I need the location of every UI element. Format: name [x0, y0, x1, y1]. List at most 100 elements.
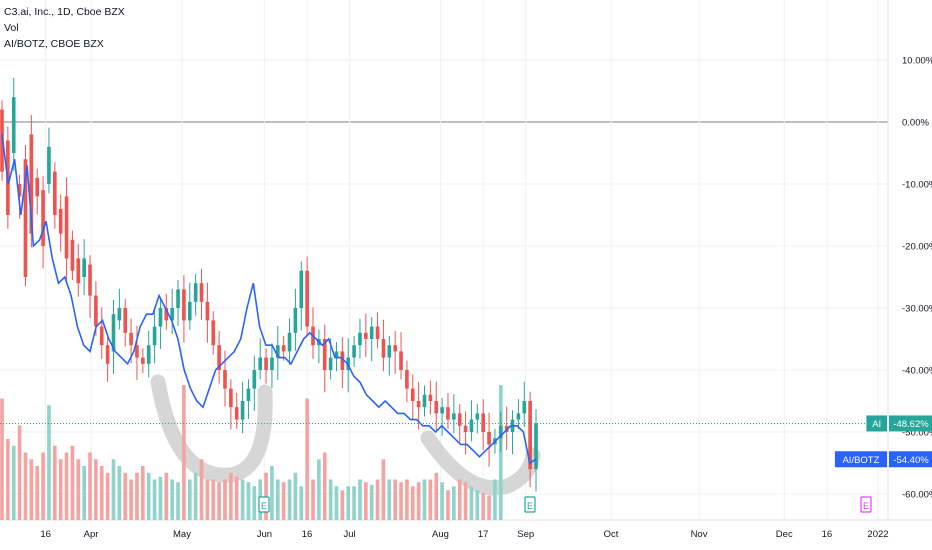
y-tick-label: -20.00% — [902, 242, 932, 253]
candle-body — [94, 295, 98, 327]
volume-bar — [293, 472, 298, 520]
candle-body — [463, 425, 468, 432]
volume-bar — [170, 479, 174, 520]
candle-body — [422, 394, 427, 408]
volume-bar — [193, 472, 198, 520]
earnings-label: E — [527, 501, 533, 511]
volume-bar — [141, 466, 145, 520]
candle-body — [164, 308, 169, 321]
candle-body — [158, 308, 163, 327]
x-tick-label: Jul — [344, 529, 356, 540]
volume-bar — [64, 452, 69, 520]
volume-bar — [217, 482, 221, 520]
volume-bar — [428, 479, 433, 520]
candle-body — [135, 345, 139, 358]
candle-body — [123, 308, 128, 333]
candle-body — [252, 370, 257, 389]
candle-body — [305, 270, 309, 327]
volume-bar — [393, 479, 397, 520]
volume-bar — [422, 479, 427, 520]
candle-body — [199, 283, 204, 302]
volume-bar — [223, 479, 227, 520]
volume-bar — [452, 486, 456, 520]
volume-bar — [463, 482, 468, 520]
volume-bar — [399, 482, 403, 520]
volume-bar — [498, 385, 503, 520]
volume-bar — [287, 479, 292, 520]
candle-body — [187, 301, 192, 321]
volume-bar — [0, 398, 4, 520]
volume-bar — [246, 482, 251, 520]
badge-name-box — [866, 415, 887, 432]
candle-body — [17, 184, 22, 197]
earnings-marker — [524, 496, 536, 513]
y-tick-label: -40.00% — [902, 366, 932, 377]
candle-body — [387, 345, 392, 358]
price-axis[interactable]: 10.00% 0.00% -10.00% -20.00% -30.00% -40.00% -… — [902, 56, 932, 501]
volume-bar — [182, 385, 186, 520]
volume-bar — [334, 486, 339, 520]
badge-name-box — [834, 451, 887, 468]
candle-body — [146, 345, 151, 364]
volume-bar — [340, 490, 345, 520]
badge-value-box — [889, 451, 932, 468]
candle-body — [522, 401, 527, 414]
earnings-label: E — [261, 501, 267, 511]
candle-body — [217, 345, 221, 370]
volume-bar — [240, 479, 245, 520]
volume-bar — [129, 479, 133, 520]
volume-bar — [158, 476, 163, 520]
candle-body — [481, 413, 486, 432]
volume-bar — [387, 479, 392, 520]
candle-body — [141, 357, 145, 364]
volume-bar — [364, 482, 368, 520]
x-tick-label: Sep — [517, 529, 534, 540]
time-axis[interactable]: 16 Apr May Jun 16 Jul Aug 17 Sep Oct Nov Dec 16 2022 — [40, 529, 888, 540]
candle-body — [76, 258, 81, 284]
candle-body — [152, 326, 157, 346]
volume-bar — [76, 459, 81, 520]
candle-body — [264, 357, 268, 370]
candle-body — [487, 432, 491, 445]
x-tick-label: 2022 — [867, 529, 888, 540]
candle-body — [428, 394, 433, 401]
legend-volume[interactable]: Vol — [4, 22, 19, 34]
volume-bar — [111, 459, 116, 520]
earnings-label: E — [863, 501, 869, 511]
candle-body — [223, 370, 227, 389]
candle-body — [399, 351, 403, 370]
legend-symbol[interactable]: C3.ai, Inc., 1D, Cboe BZX — [4, 6, 125, 18]
volume-bar — [311, 479, 315, 520]
candle-body — [234, 407, 239, 420]
candle-body — [293, 308, 298, 333]
candle-body — [41, 190, 45, 246]
volume-bar — [405, 479, 409, 520]
candle-body — [469, 419, 474, 432]
compare-series-line — [1, 134, 537, 465]
volume-bar — [234, 476, 239, 520]
x-tick-label: Dec — [776, 529, 793, 540]
volume-bar — [475, 490, 480, 520]
volume-bar — [47, 405, 51, 520]
candle-body — [440, 407, 444, 414]
volume-bar — [275, 479, 280, 520]
volume-bar — [328, 479, 333, 520]
chart-legend: C3.ai, Inc., 1D, Cboe BZX Vol AI/BOTZ, C… — [4, 4, 125, 52]
candle-body — [364, 332, 368, 339]
x-tick-label: Oct — [604, 529, 619, 540]
drawing-curve — [420, 430, 541, 496]
candle-body — [64, 196, 69, 259]
volume-bar — [82, 466, 86, 520]
volume-bar — [305, 398, 309, 520]
candle-body — [352, 345, 356, 358]
y-tick-label: 0.00% — [902, 118, 929, 129]
x-tick-label: 16 — [40, 529, 51, 540]
candle-body — [111, 314, 116, 352]
candle-body — [516, 413, 521, 420]
user-drawings[interactable] — [150, 374, 541, 496]
volume-bar — [35, 466, 40, 520]
legend-compare[interactable]: AI/BOTZ, CBOE BZX — [4, 38, 104, 50]
volume-bar — [105, 472, 110, 520]
